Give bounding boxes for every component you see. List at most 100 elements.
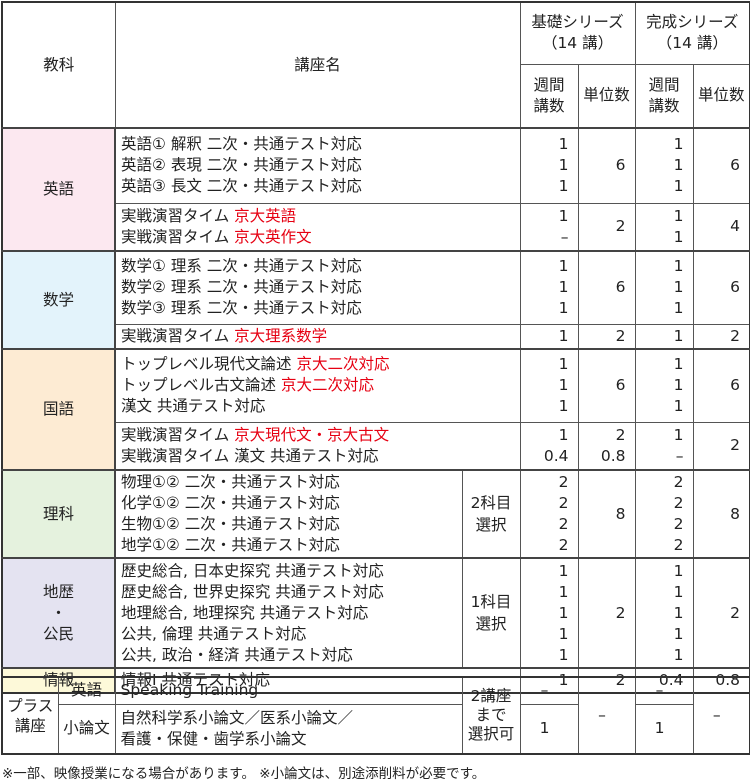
- course-text: 生物①② 二次・共通テスト対応: [121, 515, 340, 533]
- course-text: 地理総合, 地理探究 共通テスト対応: [121, 603, 369, 622]
- kansei-weekly-cell: 1 1 1: [634, 348, 694, 423]
- kansei-weekly-value: 1: [673, 355, 684, 374]
- course-cell: 実戦演習タイム 京大現代文・京大古文 実戦演習タイム 漢文 共通テスト対応: [114, 421, 521, 471]
- kansei-weekly-value: 1: [673, 278, 684, 297]
- table-row: 国語 トップレベル現代文論述 京大二次対応 トップレベル古文論述 京大二次対応 漢文 …: [1, 348, 750, 471]
- course-text: 公共, 倫理 共通テスト対応: [121, 624, 307, 643]
- kansei-units-cell: 6: [692, 127, 750, 204]
- kiso-weekly-value: 0.4: [543, 446, 569, 465]
- header-kiso-weekly: 週間 講数: [519, 63, 579, 129]
- plus-kansei-units: –: [692, 676, 750, 755]
- course-text: 実戦演習タイム: [121, 425, 235, 444]
- kansei-weekly-cell: 1: [634, 323, 694, 350]
- plus-subject: 英語: [57, 676, 116, 705]
- kiso-weekly-value: 1: [558, 135, 569, 154]
- selection-note: 1科目 選択: [461, 557, 521, 669]
- kiso-weekly-cell: 1 0.4: [519, 421, 579, 471]
- kansei-weekly-value: 1: [673, 177, 684, 196]
- table-row: 実戦演習タイム 京大理系数学 1 2 1 2: [2, 323, 750, 350]
- course-text: 英語① 解釈 二次・共通テスト対応: [121, 135, 362, 154]
- kansei-units-value: 2: [730, 326, 741, 345]
- kansei-weekly-cell: 1 1 1 1 1: [634, 557, 694, 669]
- kansei-weekly-cell: 1 1 1: [634, 127, 694, 204]
- kansei-weekly-value: 1: [673, 582, 684, 601]
- weekly-label: 講数: [533, 96, 565, 115]
- plus-note: 2講座 まで 選択可: [461, 676, 521, 755]
- course-line: 実戦演習タイム 漢文 共通テスト対応: [121, 446, 520, 467]
- subject-name: 公民: [42, 624, 74, 643]
- kiso-weekly-value: 1: [558, 299, 569, 318]
- kansei-units-value: 2: [730, 603, 741, 622]
- table-row: 数学 数学① 理系 二次・共通テスト対応 数学② 理系 二次・共通テスト対応 数学③ …: [1, 250, 750, 350]
- kansei-weekly-value: 2: [673, 473, 684, 491]
- kansei-weekly-value: 1: [673, 206, 684, 225]
- kiso-units-value: 6: [615, 156, 626, 175]
- course-line: 数学② 理系 二次・共通テスト対応: [121, 277, 520, 298]
- kansei-weekly-value: 1: [673, 397, 684, 416]
- kansei-weekly-value: 1: [673, 624, 684, 643]
- course-text: 地学①② 二次・共通テスト対応: [121, 536, 340, 554]
- kansei-units-cell: 6: [692, 348, 750, 423]
- kiso-weekly-value: 1: [558, 257, 569, 276]
- course-highlight: 京大英作文: [234, 227, 312, 246]
- kansei-weekly-value: 2: [673, 536, 684, 554]
- course-line: 生物①② 二次・共通テスト対応: [121, 514, 462, 535]
- course-line: 英語② 表現 二次・共通テスト対応: [121, 155, 520, 176]
- subject-cell: 理科: [1, 469, 116, 559]
- kiso-weekly-value: 1: [558, 278, 569, 297]
- kansei-units-cell: 8: [692, 469, 750, 559]
- kansei-units-cell: 2: [692, 323, 750, 350]
- kiso-title: 基礎シリーズ: [531, 13, 624, 32]
- kiso-weekly-cell: 1 1 1: [519, 250, 579, 325]
- course-cell: トップレベル現代文論述 京大二次対応 トップレベル古文論述 京大二次対応 漢文 共通…: [114, 348, 521, 423]
- kansei-weekly-value: 1: [673, 425, 684, 444]
- kiso-units-value: 6: [615, 278, 626, 297]
- kiso-weekly-value: 1: [558, 582, 569, 601]
- subject-name: 数学: [42, 290, 74, 309]
- kiso-weekly-cell: 2 2 2 2: [519, 469, 579, 559]
- course-line: 実戦演習タイム 京大英語: [121, 206, 520, 227]
- course-cell: 数学① 理系 二次・共通テスト対応 数学② 理系 二次・共通テスト対応 数学③ 理系…: [114, 250, 521, 325]
- subject-name: 英語: [42, 180, 74, 198]
- kansei-weekly-value: –: [675, 446, 684, 465]
- kansei-units-value: 8: [730, 504, 741, 523]
- kiso-weekly-value: 1: [558, 206, 569, 225]
- weekly-label: 講数: [648, 96, 680, 115]
- kansei-weekly-cell: 1–: [634, 421, 694, 471]
- course-cell: 実戦演習タイム 京大英語 実戦演習タイム 京大英作文: [114, 202, 521, 252]
- kansei-weekly-value: 1: [673, 135, 684, 154]
- kansei-weekly-value: 1: [673, 299, 684, 318]
- kiso-units-cell: 6: [577, 250, 636, 325]
- course-line: 看護・保健・歯学系小論文: [120, 729, 307, 748]
- course-line: 自然科学系小論文／医系小論文／: [120, 708, 354, 727]
- kiso-units-value: 0.8: [600, 446, 626, 465]
- course-text: 実戦演習タイム: [121, 227, 235, 246]
- kansei-weekly-value: 1: [673, 603, 684, 622]
- course-text: 歴史総合, 世界史探究 共通テスト対応: [121, 582, 384, 601]
- kiso-weekly-value: 2: [558, 494, 569, 512]
- weekly-label: 週間: [648, 75, 680, 94]
- kansei-weekly-cell: 1 1 1: [634, 250, 694, 325]
- kiso-units-cell: 2: [577, 323, 636, 350]
- header-kansei-units: 単位数: [692, 63, 750, 129]
- course-line: 英語③ 長文 二次・共通テスト対応: [121, 176, 520, 197]
- kansei-weekly-value: 1: [673, 227, 684, 246]
- kansei-units-cell: 6: [692, 250, 750, 325]
- weekly-label: 週間: [533, 75, 565, 94]
- course-line: 英語① 解釈 二次・共通テスト対応: [121, 134, 520, 155]
- kansei-sub: （14 講）: [656, 34, 728, 53]
- kansei-units-value: 6: [730, 376, 741, 395]
- note-line: 選択可: [467, 725, 515, 743]
- course-text: 数学② 理系 二次・共通テスト対応: [121, 278, 362, 297]
- kiso-weekly-value: 1: [558, 624, 569, 643]
- course-text: トップレベル現代文論述: [121, 355, 297, 374]
- subject-cell: 地歴・公民: [1, 557, 116, 669]
- header-kansei-weekly: 週間 講数: [634, 63, 694, 129]
- kansei-units-value: 6: [730, 278, 741, 297]
- header-subject: 教科: [1, 1, 116, 129]
- plus-kiso-weekly: –: [519, 676, 579, 705]
- kiso-weekly-value: –: [560, 227, 569, 246]
- kansei-title: 完成シリーズ: [646, 13, 739, 32]
- kiso-units-value: 2: [615, 326, 626, 345]
